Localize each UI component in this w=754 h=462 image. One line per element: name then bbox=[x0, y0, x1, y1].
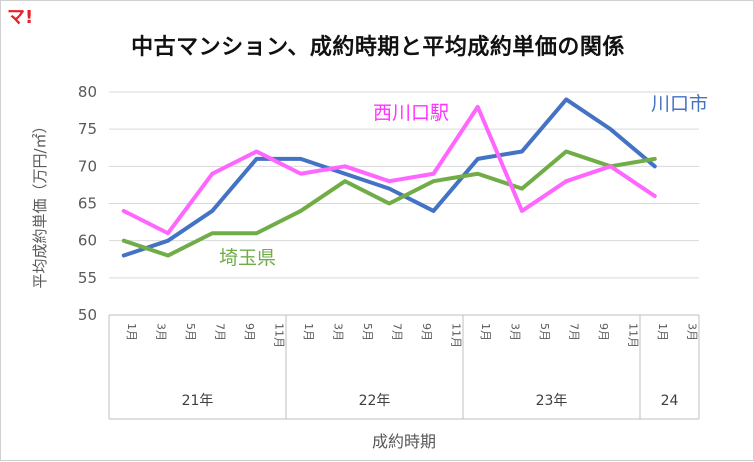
y-axis-title: 平均成約単価（万円/㎡） bbox=[31, 118, 49, 288]
y-tick-label: 70 bbox=[78, 157, 97, 175]
x-tick-label: 3月 bbox=[154, 323, 167, 341]
x-year-label: 23年 bbox=[536, 393, 568, 409]
x-tick-label: 5月 bbox=[538, 323, 551, 341]
x-tick-label: 1月 bbox=[125, 323, 138, 341]
x-year-label: 21年 bbox=[182, 393, 214, 409]
y-tick-label: 60 bbox=[78, 232, 97, 250]
x-year-label: 24 bbox=[661, 393, 679, 409]
x-tick-label: 1月 bbox=[479, 323, 492, 341]
x-axis-title: 成約時期 bbox=[372, 432, 436, 451]
series-label: 埼玉県 bbox=[219, 247, 276, 269]
x-tick-label: 1月 bbox=[656, 323, 669, 341]
y-tick-label: 65 bbox=[78, 195, 97, 213]
x-tick-label: 5月 bbox=[361, 323, 374, 341]
series-line bbox=[124, 107, 655, 233]
x-tick-label: 11月 bbox=[626, 323, 639, 348]
x-tick-label: 7月 bbox=[567, 323, 580, 341]
x-tick-label: 5月 bbox=[184, 323, 197, 341]
x-tick-label: 1月 bbox=[302, 323, 315, 341]
x-tick-label: 3月 bbox=[331, 323, 344, 341]
x-tick-label: 3月 bbox=[508, 323, 521, 341]
y-tick-label: 75 bbox=[78, 120, 97, 138]
x-tick-label: 11月 bbox=[449, 323, 462, 348]
x-tick-label: 3月 bbox=[685, 323, 698, 341]
y-tick-label: 80 bbox=[78, 83, 97, 101]
x-tick-label: 7月 bbox=[390, 323, 403, 341]
y-tick-label: 55 bbox=[78, 269, 97, 287]
x-tick-label: 9月 bbox=[420, 323, 433, 341]
series-label: 西川口駅 bbox=[373, 102, 449, 124]
y-tick-label: 50 bbox=[78, 306, 97, 324]
x-year-label: 22年 bbox=[359, 393, 391, 409]
x-tick-label: 9月 bbox=[597, 323, 610, 341]
x-tick-label: 11月 bbox=[272, 323, 285, 348]
series-label: 川口市 bbox=[651, 93, 708, 115]
x-tick-label: 7月 bbox=[213, 323, 226, 341]
x-tick-label: 9月 bbox=[243, 323, 256, 341]
